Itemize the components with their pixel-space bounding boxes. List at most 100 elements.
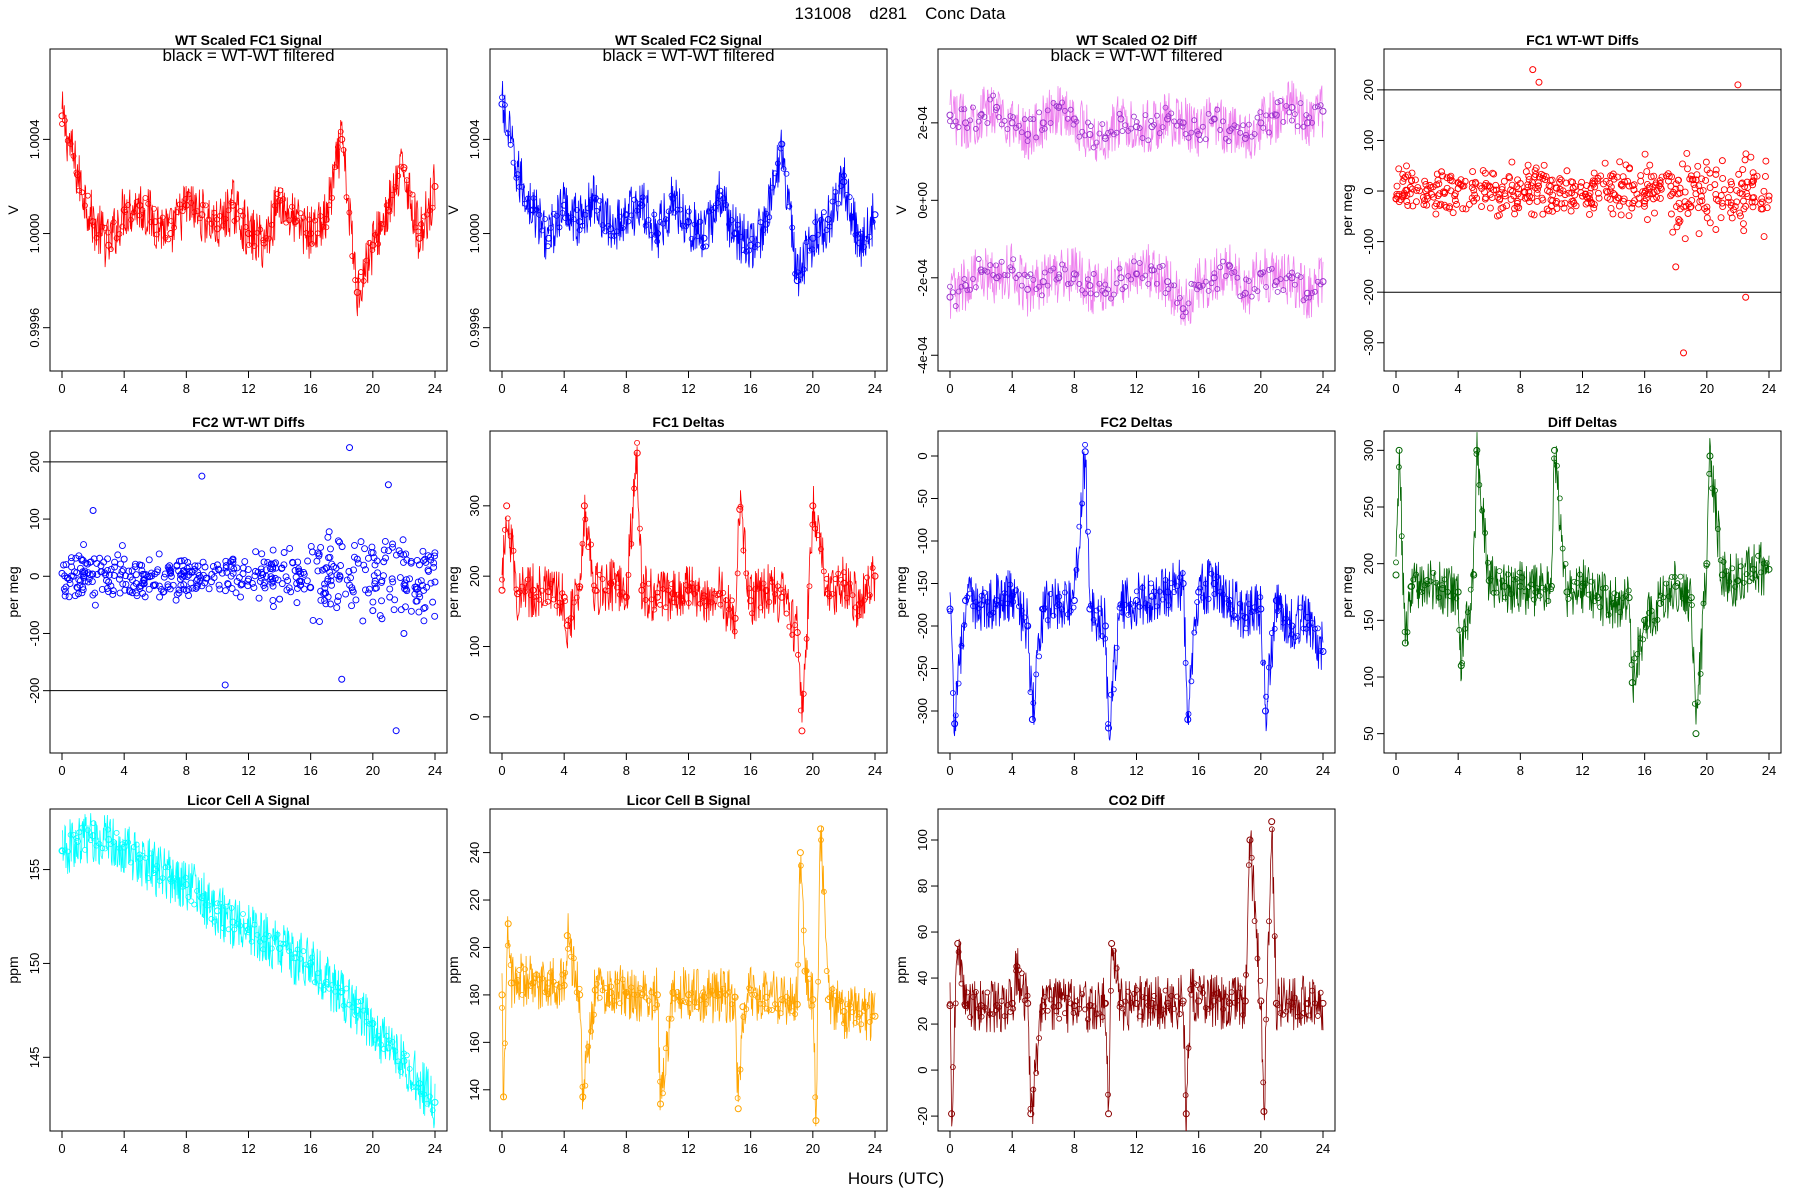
- data-point: [1139, 994, 1146, 1001]
- data-point: [415, 608, 423, 616]
- data-point: [1421, 177, 1429, 185]
- data-point: [68, 563, 76, 571]
- data-point: [1395, 165, 1403, 173]
- series-trace: [949, 451, 1324, 741]
- data-point: [1657, 592, 1664, 599]
- data-point: [754, 241, 761, 248]
- data-point: [1567, 200, 1575, 208]
- data-point: [283, 940, 290, 947]
- data-point: [183, 573, 191, 581]
- data-point: [180, 581, 188, 589]
- data-point: [1191, 980, 1198, 987]
- data-point: [224, 580, 232, 588]
- data-point: [593, 207, 600, 214]
- data-point: [728, 217, 735, 224]
- data-point: [1263, 693, 1270, 700]
- data-point: [276, 197, 284, 205]
- data-point: [1447, 593, 1454, 600]
- data-point: [401, 1050, 407, 1057]
- data-point: [1594, 189, 1602, 197]
- data-point: [855, 613, 862, 619]
- data-point: [1151, 121, 1157, 128]
- data-point: [1680, 349, 1688, 357]
- data-point: [1117, 274, 1125, 282]
- data-point: [1743, 571, 1750, 578]
- data-point: [303, 230, 310, 236]
- x-tick-label: 4: [1455, 763, 1462, 778]
- data-point: [131, 563, 139, 571]
- data-point: [1090, 271, 1097, 277]
- data-point: [67, 831, 74, 838]
- data-point: [332, 564, 340, 572]
- data-point: [378, 220, 384, 227]
- data-point: [350, 566, 357, 574]
- data-point: [1485, 559, 1491, 566]
- data-point: [1018, 282, 1025, 289]
- data-point: [1749, 565, 1757, 573]
- data-point: [348, 602, 356, 610]
- data-point: [388, 575, 396, 583]
- data-point: [1059, 261, 1065, 268]
- data-point: [1154, 280, 1160, 287]
- data-point: [201, 563, 209, 571]
- y-tick-label: 145: [27, 1046, 42, 1068]
- data-point: [369, 1020, 377, 1028]
- data-point: [1113, 129, 1120, 136]
- data-point: [1254, 955, 1261, 962]
- data-point: [1073, 566, 1080, 573]
- panel-title: FC1 WT-WT Diffs: [1526, 32, 1639, 48]
- data-point: [252, 548, 260, 556]
- data-point: [385, 547, 393, 555]
- data-point: [431, 549, 439, 557]
- data-point: [1159, 262, 1166, 269]
- data-point: [165, 864, 172, 870]
- data-point: [1531, 173, 1539, 181]
- y-tick-label: -2e-04: [915, 259, 930, 297]
- data-point: [1420, 201, 1428, 208]
- data-point: [211, 567, 219, 575]
- data-point: [1556, 178, 1564, 186]
- data-point: [1039, 1008, 1045, 1015]
- data-point: [1501, 582, 1509, 590]
- data-point: [1211, 991, 1218, 998]
- data-point: [1050, 612, 1057, 619]
- data-point: [723, 597, 730, 604]
- data-point: [77, 577, 84, 585]
- data-point: [1081, 448, 1089, 456]
- data-point: [1562, 560, 1569, 567]
- y-tick-label: 1.0004: [467, 120, 482, 160]
- data-point: [1755, 552, 1761, 559]
- data-point: [708, 987, 715, 994]
- data-point: [1179, 305, 1187, 313]
- data-point: [1490, 186, 1498, 194]
- data-point: [286, 948, 292, 954]
- data-point: [984, 599, 991, 605]
- data-point: [1734, 81, 1742, 89]
- data-point: [369, 607, 377, 615]
- y-tick-label: 220: [467, 889, 482, 911]
- data-point: [766, 599, 773, 605]
- data-point: [1398, 533, 1405, 540]
- data-point: [274, 576, 282, 584]
- data-point: [570, 216, 577, 223]
- data-point: [1747, 153, 1755, 161]
- data-point: [225, 207, 232, 214]
- data-point: [386, 1037, 393, 1044]
- panel-title: FC1 Deltas: [652, 414, 725, 430]
- data-point: [1402, 173, 1409, 181]
- data-point: [1036, 653, 1042, 660]
- data-point: [252, 567, 259, 575]
- data-point: [391, 596, 399, 604]
- data-point: [1030, 276, 1037, 283]
- data-point: [1162, 577, 1169, 583]
- data-point: [1164, 278, 1172, 286]
- data-point: [685, 586, 692, 594]
- data-point: [562, 598, 569, 604]
- data-point: [510, 547, 517, 554]
- data-point: [1489, 169, 1496, 177]
- data-point: [1482, 179, 1490, 187]
- data-point: [962, 282, 970, 290]
- data-point: [542, 989, 549, 996]
- data-point: [1041, 994, 1048, 1001]
- data-point: [1110, 686, 1117, 693]
